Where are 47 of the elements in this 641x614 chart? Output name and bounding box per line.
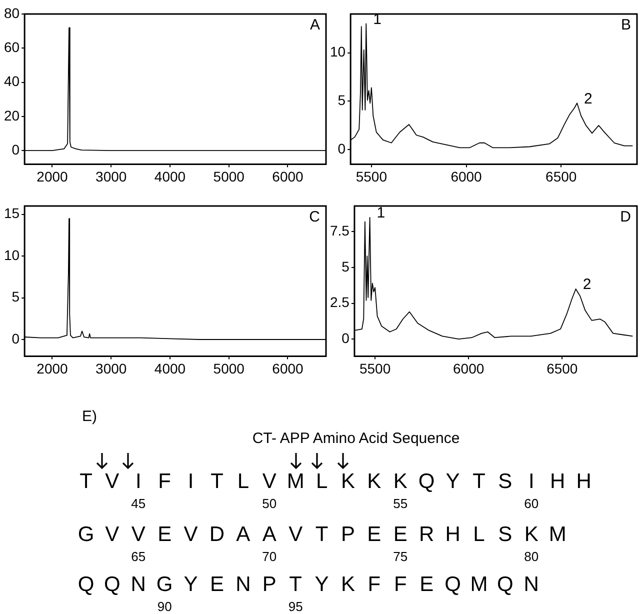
y-tick-label: 10 (330, 44, 346, 60)
x-tick-label: 6000 (272, 168, 304, 184)
x-tick-label: 6000 (272, 360, 304, 376)
x-tick-label: 6000 (450, 168, 482, 184)
x-tick-label: 6500 (546, 168, 577, 184)
x-tick-label: 5500 (356, 168, 388, 184)
y-tick-label: 40 (4, 73, 20, 90)
text: E) (82, 408, 97, 425)
y-tick-label: 10 (4, 246, 20, 263)
y-tick-label: 80 (4, 4, 20, 21)
text: 45 50 55 60 (131, 496, 539, 511)
annotation: B (620, 16, 631, 34)
text: Q Q N G Y E N P T Y K F F E Q M Q N (78, 573, 539, 596)
annotation: 2 (584, 90, 592, 108)
text: 65 70 75 80 (131, 549, 539, 564)
y-tick-label: 5 (342, 258, 350, 274)
x-tick-label: 4000 (154, 360, 186, 376)
y-tick-label: 7.5 (330, 222, 350, 239)
x-tick-label: 6500 (546, 360, 578, 376)
x-tick-label: 5000 (213, 168, 245, 184)
x-tick-label: 2000 (36, 360, 68, 376)
y-tick-label: 0 (338, 140, 346, 157)
x-tick-label: 3000 (96, 168, 127, 184)
x-tick-label: 2000 (36, 168, 68, 184)
y-tick-label: 60 (4, 38, 20, 55)
y-tick-label: 0 (342, 330, 350, 346)
annotation: 2 (582, 276, 592, 294)
y-tick-label: 0 (12, 330, 20, 346)
text: CT- APP Amino Acid Sequence (252, 430, 460, 447)
y-tick-label: 0 (12, 141, 20, 158)
text: 90 95 (157, 599, 303, 614)
annotation: D (620, 208, 632, 226)
annotation: C (309, 208, 320, 226)
y-tick-label: 15 (4, 205, 20, 222)
x-tick-label: 3000 (96, 360, 127, 376)
y-tick-label: 20 (4, 107, 20, 124)
y-tick-label: 5 (12, 288, 20, 305)
text: G V V E V D A A V T P E E R H L S K M (78, 523, 566, 546)
annotation: A (310, 16, 320, 34)
x-tick-label: 5500 (359, 360, 391, 376)
y-tick-label: 2.5 (330, 294, 350, 310)
annotation: 1 (376, 204, 386, 222)
x-tick-label: 4000 (154, 168, 186, 184)
text: T V I F I T L V M L K K K Q Y T S I H H (80, 470, 592, 493)
x-tick-label: 6000 (453, 360, 484, 376)
x-tick-label: 5000 (213, 360, 245, 376)
y-tick-label: 5 (338, 92, 346, 108)
